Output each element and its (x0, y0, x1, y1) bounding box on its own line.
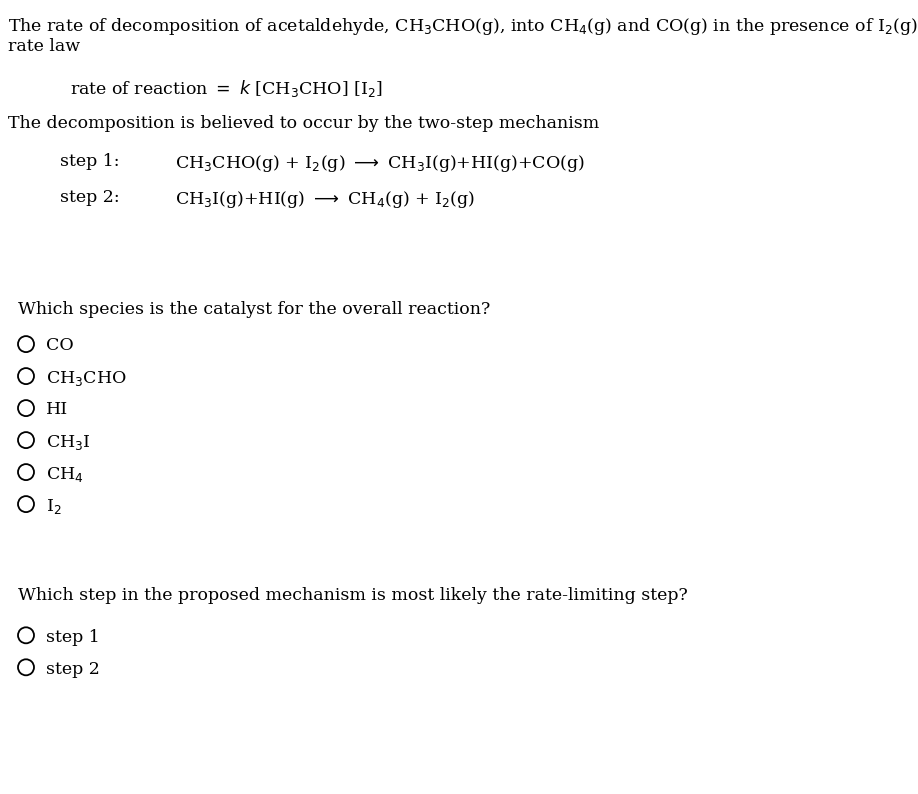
Text: I$_2$: I$_2$ (46, 497, 62, 516)
Text: Which step in the proposed mechanism is most likely the rate-limiting step?: Which step in the proposed mechanism is … (18, 587, 688, 604)
Text: rate of reaction $=$ $k$ [CH$_3$CHO] [I$_2$]: rate of reaction $=$ $k$ [CH$_3$CHO] [I$… (70, 78, 383, 98)
Text: The decomposition is believed to occur by the two-step mechanism: The decomposition is believed to occur b… (8, 115, 599, 132)
Text: step 2:: step 2: (60, 188, 119, 206)
Text: CH$_3$CHO(g) + I$_2$(g) $\longrightarrow$ CH$_3$I(g)+HI(g)+CO(g): CH$_3$CHO(g) + I$_2$(g) $\longrightarrow… (175, 153, 585, 175)
Text: CH$_3$CHO: CH$_3$CHO (46, 369, 127, 388)
Text: Which species is the catalyst for the overall reaction?: Which species is the catalyst for the ov… (18, 300, 490, 318)
Text: CH$_4$: CH$_4$ (46, 465, 84, 484)
Text: CO: CO (46, 337, 73, 354)
Text: The rate of decomposition of acetaldehyde, CH$_3$CHO(g), into CH$_4$(g) and CO(g: The rate of decomposition of acetaldehyd… (8, 16, 918, 37)
Text: step 1:: step 1: (60, 153, 119, 171)
Text: rate law: rate law (8, 38, 80, 55)
Text: CH$_3$I: CH$_3$I (46, 434, 91, 453)
Text: HI: HI (46, 401, 68, 418)
Text: step 1: step 1 (46, 629, 100, 646)
Text: step 2: step 2 (46, 661, 100, 677)
Text: CH$_3$I(g)+HI(g) $\longrightarrow$ CH$_4$(g) + I$_2$(g): CH$_3$I(g)+HI(g) $\longrightarrow$ CH$_4… (175, 188, 476, 210)
